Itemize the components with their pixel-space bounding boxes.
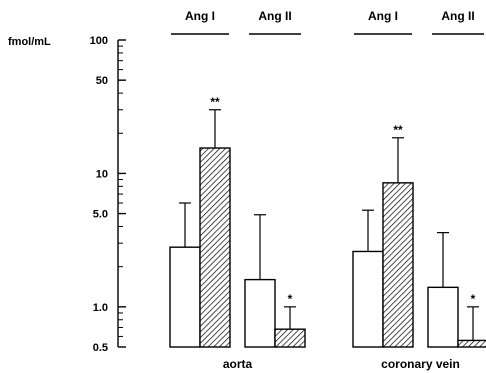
significance-marker: ** (393, 123, 403, 137)
y-tick-label: 10 (96, 168, 108, 180)
y-tick-label: 0.5 (93, 342, 108, 354)
group-label: coronary vein (381, 357, 460, 371)
y-tick-label: 100 (90, 35, 108, 47)
subgroup-label: Ang II (441, 9, 474, 23)
group-label: aorta (223, 357, 253, 371)
significance-marker: * (288, 292, 293, 306)
subgroup-label: Ang I (185, 9, 215, 23)
significance-marker: * (471, 292, 476, 306)
bars: ****** (169, 95, 486, 348)
y-axis-label: fmol/mL (8, 36, 51, 48)
group-labels: Ang I Ang II aorta Ang I Ang II coronary vein (171, 9, 484, 371)
hatched-bar (274, 328, 306, 348)
y-tick-label: 1.0 (93, 302, 108, 314)
subgroup-label: Ang I (368, 9, 398, 23)
open-bar (352, 250, 384, 348)
y-tick-label: 5.0 (93, 209, 108, 221)
hatched-bar (457, 339, 486, 348)
open-bar (427, 286, 459, 348)
y-tick-label: 50 (96, 75, 108, 87)
y-axis: 100 50 10 5.0 1.0 0.5 (90, 35, 126, 354)
open-bar (169, 246, 201, 348)
hatched-bar (199, 147, 231, 348)
significance-marker: ** (210, 95, 220, 109)
subgroup-label: Ang II (258, 9, 291, 23)
hatched-bar (382, 182, 414, 348)
open-bar (244, 278, 276, 348)
